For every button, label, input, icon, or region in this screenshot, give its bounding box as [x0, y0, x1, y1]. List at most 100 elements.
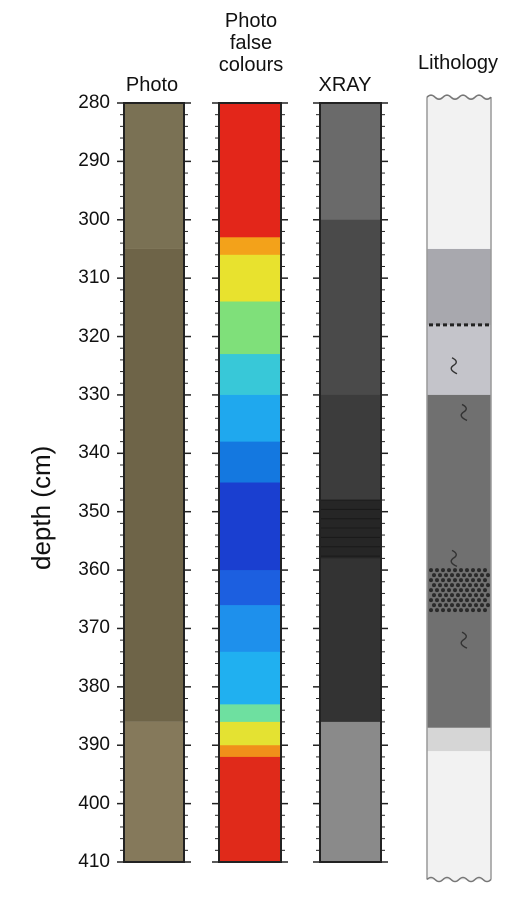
- lithology-clast: [477, 568, 481, 573]
- false-colour-band-9: [219, 605, 281, 653]
- lithology-clast: [462, 573, 466, 578]
- lithology-unit-1: [427, 248, 491, 326]
- xray-band-5: [320, 721, 381, 863]
- lithology-clast: [477, 608, 481, 613]
- lithology-clast: [465, 598, 469, 603]
- photo-core-upper: [124, 103, 184, 249]
- lithology-clast: [465, 578, 469, 583]
- header-false-colours-line1: Photo: [224, 10, 278, 32]
- lithology-clast: [453, 608, 457, 613]
- lithology-clast: [432, 573, 436, 578]
- lithology-clast: [474, 603, 478, 608]
- lithology-clast: [450, 573, 454, 578]
- false-colour-band-7: [219, 482, 281, 571]
- lithology-clast: [441, 608, 445, 613]
- lithology-clast: [429, 598, 433, 603]
- depth-tick-label: 390: [78, 734, 110, 756]
- lithology-clast: [480, 573, 484, 578]
- lithology-clast: [456, 593, 460, 598]
- lithology-clast: [462, 593, 466, 598]
- depth-tick-label: 330: [78, 383, 110, 405]
- false-colour-band-11: [219, 704, 281, 723]
- lithology-clast: [468, 593, 472, 598]
- depth-tick-label: 280: [78, 92, 110, 113]
- header-xray: XRAY: [318, 74, 372, 96]
- lithology-clast: [444, 583, 448, 588]
- header-false-colours: Photo false colours: [206, 10, 296, 76]
- lithology-clast: [435, 598, 439, 603]
- lithology-clast: [483, 588, 487, 593]
- lithology-unit-4: [427, 727, 491, 752]
- lithology-clast: [468, 603, 472, 608]
- lithology-clast: [444, 573, 448, 578]
- lithology-clast: [438, 583, 442, 588]
- photo-core-border: [123, 102, 185, 863]
- depth-tick-label: 310: [78, 267, 110, 289]
- depth-tick-label: 300: [78, 208, 110, 230]
- lithology-clast: [486, 573, 490, 578]
- lithology-bioturbation-mark: [450, 549, 458, 568]
- lithology-clast: [471, 588, 475, 593]
- lithology-clast: [435, 578, 439, 583]
- false-colour-band-5: [219, 394, 281, 443]
- lithology-clast: [474, 573, 478, 578]
- lithology-clast: [441, 598, 445, 603]
- lithology-clast: [477, 598, 481, 603]
- photo-core-middle: [124, 248, 184, 722]
- lithology-clast: [480, 583, 484, 588]
- lithology-clast: [438, 593, 442, 598]
- lithology-clast: [438, 603, 442, 608]
- lithology-clast: [459, 598, 463, 603]
- lithology-clast: [450, 583, 454, 588]
- lithology-clast: [480, 593, 484, 598]
- depth-tick-label: 320: [78, 325, 110, 347]
- lithology-clast: [447, 578, 451, 583]
- lithology-clast: [459, 588, 463, 593]
- photo-core-base: [124, 721, 184, 862]
- false-colour-band-14: [219, 756, 281, 863]
- lithology-clast: [438, 573, 442, 578]
- lithology-clast: [474, 583, 478, 588]
- lithology-clast: [468, 583, 472, 588]
- lithology-clast: [468, 573, 472, 578]
- false-colour-band-4: [219, 354, 281, 396]
- lithology-clast: [474, 593, 478, 598]
- header-false-colours-line3: colours: [218, 54, 284, 76]
- lithology-clast: [462, 583, 466, 588]
- xray-band-4: [320, 558, 381, 723]
- depth-tick-label: 340: [78, 442, 110, 464]
- lithology-unit-0: [427, 97, 491, 250]
- depth-tick-label: 370: [78, 617, 110, 639]
- lithology-clast: [456, 573, 460, 578]
- lithology-clast: [435, 608, 439, 613]
- header-false-colours-line2: false: [229, 32, 273, 54]
- lithology-clast: [447, 598, 451, 603]
- lithology-bottom-break: [426, 876, 492, 883]
- lithology-bioturbation-mark: [450, 357, 458, 375]
- lithology-clast: [441, 578, 445, 583]
- false-colour-border: [218, 102, 282, 863]
- lithology-clast: [462, 603, 466, 608]
- lithology-bioturbation-mark: [460, 403, 468, 422]
- depth-tick-label: 380: [78, 675, 110, 697]
- lithology-clast: [432, 593, 436, 598]
- lithology-clast: [471, 578, 475, 583]
- lithology-clast: [471, 598, 475, 603]
- lithology-clast: [465, 608, 469, 613]
- header-lithology: Lithology: [417, 52, 499, 74]
- lithology-clast: [429, 578, 433, 583]
- lithology-clast: [471, 568, 475, 573]
- false-colour-band-6: [219, 441, 281, 483]
- lithology-clast: [486, 583, 490, 588]
- header-photo: Photo: [125, 74, 179, 96]
- lithology-clast: [477, 588, 481, 593]
- false-colour-band-13: [219, 745, 281, 758]
- false-colour-band-2: [219, 254, 281, 303]
- lithology-clast: [432, 603, 436, 608]
- xray-band-2: [320, 394, 381, 501]
- depth-tick-label: 410: [78, 851, 110, 872]
- lithology-bioturbation-mark: [460, 631, 468, 649]
- depth-tick-label: 290: [78, 150, 110, 172]
